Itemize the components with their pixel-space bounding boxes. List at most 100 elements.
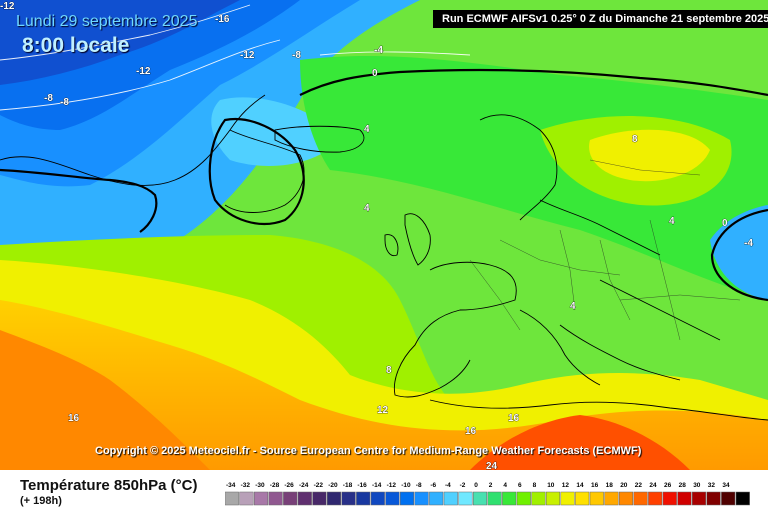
scale-tick-label: 12 bbox=[562, 482, 570, 489]
scale-swatch bbox=[268, 491, 283, 506]
scale-tick-label: 26 bbox=[664, 482, 672, 489]
scale-tick-label: -10 bbox=[401, 482, 411, 489]
contour-label: -4 bbox=[744, 238, 753, 249]
contour-label: 16 bbox=[68, 413, 80, 424]
scale-tick-label: 32 bbox=[708, 482, 716, 489]
scale-swatch bbox=[297, 491, 312, 506]
isotherms-thin bbox=[0, 4, 471, 111]
scale-tick-label: 18 bbox=[606, 482, 614, 489]
contour-labels: -16 -12 -12 -8 -8 -8 -4 0 4 4 8 4 0 -4 4… bbox=[0, 1, 754, 470]
scale-tick-label: -28 bbox=[270, 482, 280, 489]
field-yellow-east bbox=[589, 129, 710, 182]
scale-tick-label: -8 bbox=[416, 482, 422, 489]
scale-swatch bbox=[225, 491, 239, 506]
contour-label: -8 bbox=[60, 97, 69, 108]
forecast-date: Lundi 29 septembre 2025 bbox=[16, 13, 198, 30]
contour-label: 4 bbox=[364, 203, 370, 214]
scale-tick-label: 30 bbox=[693, 482, 701, 489]
scale-swatch bbox=[633, 491, 648, 506]
contour-label: -8 bbox=[44, 93, 53, 104]
scale-tick-label: 24 bbox=[649, 482, 657, 489]
forecast-time: 8:00 locale bbox=[22, 34, 130, 57]
isotherms bbox=[0, 68, 768, 302]
scale-swatch bbox=[560, 491, 575, 506]
coastlines bbox=[0, 94, 768, 421]
scale-swatch bbox=[283, 491, 298, 506]
variable-title: Température 850hPa (°C) bbox=[20, 477, 198, 494]
field-red-africa bbox=[470, 415, 690, 470]
scale-swatch bbox=[370, 491, 385, 506]
contour-label: -12 bbox=[0, 1, 15, 12]
contour-label: 0 bbox=[372, 68, 378, 79]
scale-swatch bbox=[253, 491, 269, 506]
scale-swatch bbox=[677, 491, 692, 506]
scale-swatch bbox=[575, 491, 590, 506]
contour-label: -12 bbox=[240, 50, 255, 61]
scale-swatch bbox=[589, 491, 604, 506]
scale-swatch bbox=[326, 491, 342, 506]
scale-tick-label: -22 bbox=[314, 482, 324, 489]
field-green-north bbox=[300, 55, 768, 300]
contour-label: 4 bbox=[364, 124, 370, 135]
contour-label: -8 bbox=[292, 50, 301, 61]
scale-swatch bbox=[691, 491, 707, 506]
scale-tick-label: 22 bbox=[635, 482, 643, 489]
temperature-map: -16 -12 -12 -8 -8 -8 -4 0 4 4 8 4 0 -4 4… bbox=[0, 0, 768, 470]
model-run-info: Run ECMWF AIFSv1 0.25° 0 Z du Dimanche 2… bbox=[433, 10, 768, 28]
scale-tick-label: 6 bbox=[518, 482, 522, 489]
scale-swatch bbox=[356, 491, 371, 506]
scale-swatch bbox=[721, 491, 736, 506]
borders bbox=[469, 159, 741, 341]
scale-tick-label: 14 bbox=[576, 482, 584, 489]
scale-tick-label: 28 bbox=[679, 482, 687, 489]
scale-tick-label: -16 bbox=[357, 482, 367, 489]
scale-tick-label: -24 bbox=[299, 482, 309, 489]
scale-swatch bbox=[239, 491, 254, 506]
scale-tick-label: -30 bbox=[255, 482, 265, 489]
contour-label: 4 bbox=[669, 216, 675, 227]
scale-tick-label: -32 bbox=[241, 482, 251, 489]
contour-label: 24 bbox=[486, 461, 498, 470]
scale-tick-label: 4 bbox=[503, 482, 507, 489]
scale-swatch bbox=[458, 491, 473, 506]
scale-swatch bbox=[502, 491, 517, 506]
scale-swatch bbox=[399, 491, 415, 506]
scale-swatch bbox=[604, 491, 619, 506]
scale-tick-label: -26 bbox=[284, 482, 294, 489]
scale-swatch bbox=[662, 491, 677, 506]
isotherm-0-atlantic bbox=[0, 168, 158, 233]
scale-tick-label: -14 bbox=[372, 482, 382, 489]
scale-tick-label: 8 bbox=[533, 482, 537, 489]
contour-label: -16 bbox=[215, 14, 230, 25]
temperature-color-scale: -34 -32 -30 -28 -26 -24 -22 -20 -18 -16 -14 -12 -10-… bbox=[225, 482, 750, 506]
field-deeporange-sw bbox=[0, 330, 210, 470]
scale-swatch bbox=[429, 491, 444, 506]
scale-swatch bbox=[487, 491, 502, 506]
contour-label: 12 bbox=[377, 405, 389, 416]
contour-label: 8 bbox=[386, 365, 392, 376]
contour-label: 8 bbox=[632, 134, 638, 145]
scale-tick-label: -6 bbox=[430, 482, 436, 489]
scale-swatch bbox=[414, 491, 429, 506]
contour-label: 16 bbox=[465, 426, 477, 437]
scale-tick-label: 34 bbox=[722, 482, 730, 489]
scale-swatch bbox=[312, 491, 327, 506]
scale-swatch bbox=[735, 491, 750, 506]
scale-tick-label: -20 bbox=[328, 482, 338, 489]
contour-label: -4 bbox=[374, 45, 383, 56]
isotherm-0-gulf bbox=[208, 117, 305, 225]
scale-swatch bbox=[443, 491, 458, 506]
contour-label: 4 bbox=[570, 301, 576, 312]
isotherm-0-west bbox=[299, 68, 768, 97]
scale-tick-label: -34 bbox=[226, 482, 236, 489]
isotherm-0-east bbox=[710, 208, 768, 302]
contour-label: 0 bbox=[722, 218, 728, 229]
scale-swatch bbox=[545, 491, 561, 506]
scale-tick-label: 10 bbox=[547, 482, 555, 489]
scale-swatch bbox=[531, 491, 546, 506]
scale-tick-label: -2 bbox=[460, 482, 466, 489]
scale-tick-label: -4 bbox=[445, 482, 451, 489]
scale-swatch bbox=[341, 491, 356, 506]
contour-label: 16 bbox=[508, 413, 520, 424]
